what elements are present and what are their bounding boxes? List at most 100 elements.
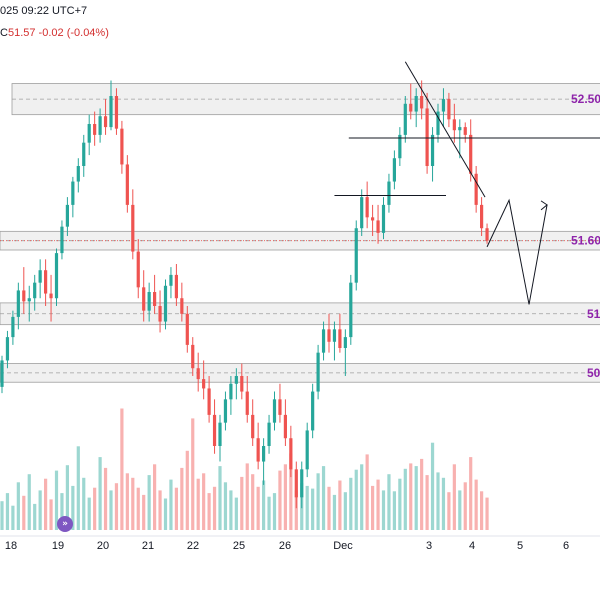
volume-bar [251,474,255,530]
candle-body [321,329,326,353]
candle-body [463,127,467,135]
candle-body [87,124,91,143]
candle-body [311,391,315,431]
volume-bar [131,477,135,530]
candle-body [480,204,484,229]
volume-bar [289,453,293,530]
volume-bar [54,470,59,530]
candle-body [414,96,418,112]
candle-body [403,103,407,135]
volume-bar [480,491,484,530]
volume-bar [202,473,206,530]
candle-body [272,399,277,423]
candle-body [71,181,75,205]
change-abs: -0.02 [38,27,64,39]
volume-bar [321,466,326,530]
volume-bar [114,483,119,530]
volume-bar [76,446,80,530]
candle-body [256,438,260,462]
replay-icon[interactable]: » [57,516,73,532]
volume-bar [420,458,424,530]
candle-body [131,204,135,252]
candle-body [398,134,402,159]
volume-bar [82,477,86,530]
volume-bar [109,490,113,530]
volume-bar [398,478,402,530]
volume-bar [153,464,157,530]
x-axis: 18 19 20 21 22 25 26 Dec 3 4 5 6 [0,535,600,552]
candle-body [371,217,375,221]
candle-body [262,446,266,462]
volume-bar [33,503,37,530]
candle-body [11,316,15,338]
candle-body [234,376,238,384]
candle-body [44,270,48,294]
volume-bar [425,475,429,530]
candle-body [420,96,424,109]
candle-body [294,469,298,498]
x-tick-label: 26 [279,540,291,552]
timestamp-text: 025 09:22 UTC+7 [0,5,88,17]
volume-bar [354,469,358,530]
x-tick-label: 4 [469,540,475,552]
volume-bar [38,490,42,530]
candle-body [0,360,4,387]
candle-body [202,379,206,389]
candle-body [103,116,108,128]
candle-body [76,166,80,182]
volume-bar [360,464,364,530]
candle-body [245,391,249,415]
volume-bar [365,454,369,530]
candle-body [354,228,358,283]
volume-bar [191,418,195,530]
volume-bar [463,482,467,530]
volume-bar [60,493,64,530]
volume-bar [447,492,451,530]
candle-body [191,344,195,369]
candle-body [392,158,396,182]
volume-bar [0,501,4,530]
candle-body [381,204,386,233]
zone-box [0,302,600,326]
candle-body [60,226,64,254]
volume-bar [283,464,287,530]
volume-layer [0,408,489,530]
candle-body [485,228,489,241]
volume-bar [452,464,456,530]
x-tick-label: 6 [563,540,569,552]
candle-body [27,298,31,302]
volume-bar [163,498,168,530]
volume-bar [234,497,238,530]
candle-body [430,134,435,166]
candle-body [338,329,342,348]
candle-body [349,282,353,338]
zone-label: 51.60 [571,234,600,248]
volume-bar [147,475,151,530]
candle-body [142,287,146,311]
x-tick-label: 25 [233,540,245,552]
volume-bar [458,490,462,530]
volume-bar [11,505,15,530]
candle-body [441,99,446,112]
volume-bar [327,486,331,530]
candle-body [163,285,168,322]
zone-label: 51 [587,307,600,321]
volume-bar [22,495,26,530]
candle-body [327,329,331,342]
chart-timestamp: 025 09:22 UTC+7 [0,5,87,17]
candle-body [452,119,456,131]
candle-body [180,298,184,314]
volume-bar [392,491,396,530]
volume-bar [332,494,337,530]
volume-bar [441,477,446,530]
candle-body [54,253,59,299]
candles-layer [0,80,489,509]
volume-bar [381,490,386,530]
volume-bar [343,492,347,530]
volume-bar [65,465,69,530]
volume-bar [469,457,473,530]
candle-body [174,274,178,299]
volume-bar [49,499,53,530]
volume-bar [436,472,440,530]
